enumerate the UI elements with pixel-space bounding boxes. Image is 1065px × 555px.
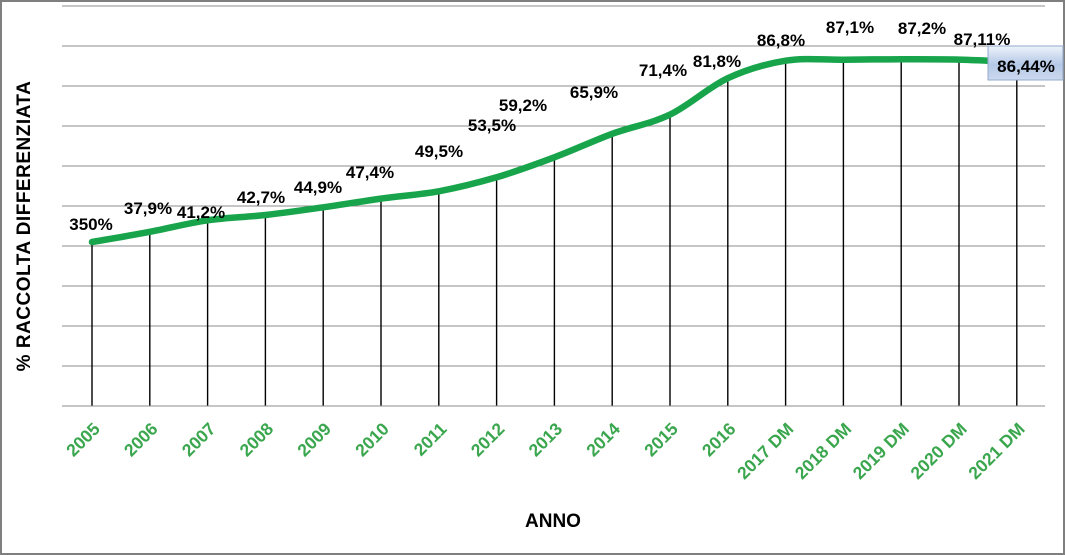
data-label: 49,5%: [415, 142, 463, 161]
data-label: 47,4%: [346, 163, 394, 182]
data-label: 41,2%: [177, 203, 225, 222]
highlight-label: 86,44%: [997, 57, 1055, 76]
data-label: 71,4%: [639, 61, 687, 80]
data-label: 65,9%: [570, 83, 618, 102]
gridlines: [62, 5, 1045, 407]
data-label: 86,8%: [757, 31, 805, 50]
highlight-box: [987, 45, 1064, 81]
data-label: 44,9%: [294, 178, 342, 197]
data-label: 53,5%: [468, 116, 516, 135]
x-axis-title: ANNO: [525, 511, 581, 532]
data-label: 59,2%: [499, 96, 547, 115]
data-labels: 350% 37,9% 41,2% 42,7% 44,9%47,4% 49,5% 53,5%5…: [69, 18, 1010, 234]
data-label: 350%: [69, 215, 112, 234]
data-label: 37,9%: [124, 199, 172, 218]
highlighted-data-label: 86,44%: [987, 45, 1064, 81]
series-line: [88, 55, 1021, 246]
data-label: 81,8%: [693, 52, 741, 71]
data-label: 87,1%: [826, 18, 874, 37]
data-label: 87,11%: [954, 30, 1011, 49]
y-axis-title: % RACCOLTA DIFFERENZIATA: [14, 81, 35, 372]
drop-lines: [91, 61, 1018, 406]
data-label: 87,2%: [898, 19, 946, 38]
data-label: 42,7%: [237, 188, 285, 207]
